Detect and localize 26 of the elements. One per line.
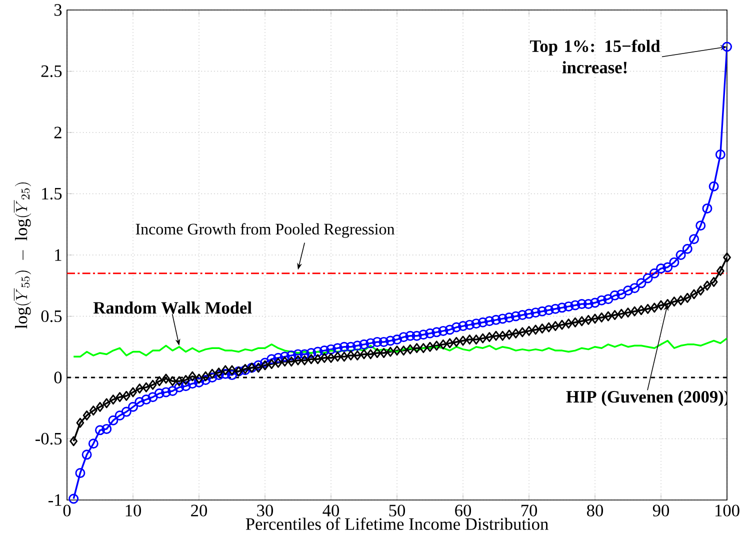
y-tick-label: 1.5 (42, 188, 62, 200)
x-tick-label: 10 (126, 504, 142, 516)
x-tick-label: 80 (587, 504, 604, 516)
ref-line-label: Income Growth from Pooled Regression (136, 223, 395, 238)
y-tick-label: 0 (54, 372, 62, 384)
y-tick-label: -1 (48, 494, 62, 506)
x-tick-label: 30 (257, 504, 274, 516)
y-tick-label: 0.5 (41, 310, 62, 322)
x-tick-label: 100 (716, 504, 740, 516)
y-tick-label: 1 (55, 249, 62, 261)
y-tick-label: 2 (54, 126, 62, 138)
x-tick-label: 40 (322, 504, 340, 516)
x-tick-label: 60 (455, 504, 472, 516)
x-tick-label: 0 (63, 504, 71, 516)
y-tick-label: 3 (54, 4, 62, 16)
x-axis-title: Percentiles of Lifetime Income Distribution (246, 518, 548, 530)
y-tick-label: 2.5 (41, 65, 62, 78)
line-series (72, 337, 728, 358)
annotation: Top 1%: 15−fold increase! (530, 40, 660, 74)
x-tick-label: 70 (521, 504, 538, 516)
x-tick-label: 90 (652, 504, 670, 516)
x-tick-label: 20 (191, 504, 208, 516)
y-tick-label: -0.5 (36, 432, 62, 445)
x-tick-label: 50 (389, 504, 406, 516)
y-axis-title: $\log(\overline{Y}_{55})\ -\ \log(\overline{Y}_{25})$ (14, 182, 32, 329)
annotation: Random Walk Model (93, 302, 252, 314)
